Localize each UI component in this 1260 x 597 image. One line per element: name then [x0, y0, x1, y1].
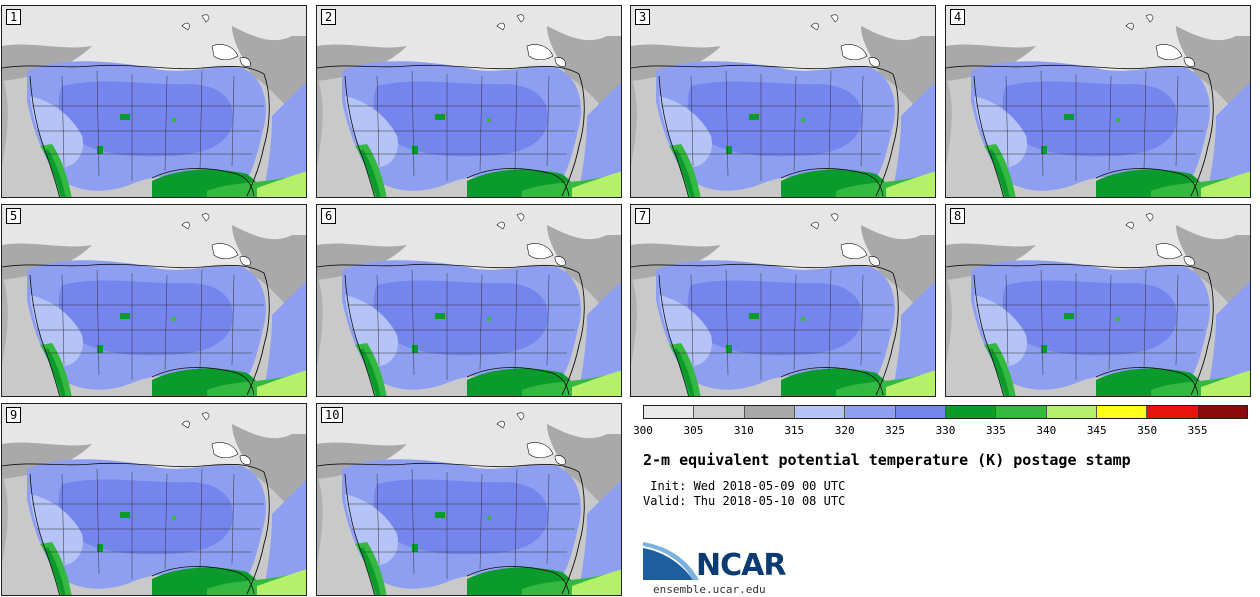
colorbar-segment	[845, 406, 896, 418]
colorbar-tick-label: 315	[784, 424, 805, 437]
stamp-member-4: 4	[945, 5, 1251, 198]
colorbar-tick-label: 345	[1086, 424, 1107, 437]
stamp-member-10: 10	[316, 403, 622, 596]
colorbar-tick-label: 320	[834, 424, 855, 437]
colorbar-tick-label: 340	[1036, 424, 1057, 437]
map-title: 2-m equivalent potential temperature (K)…	[643, 451, 1131, 469]
stamp-member-6: 6	[316, 204, 622, 397]
init-time: Init: Wed 2018-05-09 00 UTC	[643, 479, 846, 493]
colorbar-segment	[1197, 406, 1247, 418]
ncar-logo	[643, 540, 704, 581]
stamp-member-7: 7	[630, 204, 936, 397]
colorbar-tick-label: 300	[633, 424, 653, 437]
colorbar-segment	[794, 406, 846, 418]
colorbar-tick-label: 305	[683, 424, 704, 437]
member-label: 1	[6, 9, 22, 25]
colorbar-tick-label: 335	[985, 424, 1006, 437]
stamp-member-2: 2	[316, 5, 622, 198]
colorbar-segment	[1046, 406, 1097, 418]
colorbar-segment	[1096, 406, 1148, 418]
member-label: 2	[321, 9, 337, 25]
member-label: 3	[635, 9, 651, 25]
member-label: 10	[321, 407, 344, 423]
colorbar-tick-label: 325	[885, 424, 906, 437]
stamp-member-5: 5	[1, 204, 307, 397]
member-label: 7	[635, 208, 651, 224]
stamp-member-1: 1	[1, 5, 307, 198]
stamp-member-3: 3	[630, 5, 936, 198]
colorbar-segment	[1147, 406, 1198, 418]
member-label: 6	[321, 208, 337, 224]
valid-time: Valid: Thu 2018-05-10 08 UTC	[643, 494, 846, 508]
colorbar-tick-label: 355	[1187, 424, 1208, 437]
colorbar-tick-label: 350	[1137, 424, 1158, 437]
member-label: 9	[6, 407, 22, 423]
colorbar-segment	[744, 406, 795, 418]
stamp-member-8: 8	[945, 204, 1251, 397]
site-url: ensemble.ucar.edu	[653, 583, 766, 596]
colorbar-tick-label: 330	[935, 424, 956, 437]
colorbar-segment	[945, 406, 997, 418]
member-label: 8	[950, 208, 966, 224]
member-label: 4	[950, 9, 966, 25]
stamp-member-9: 9	[1, 403, 307, 596]
colorbar-segment	[694, 406, 745, 418]
colorbar-segment	[644, 406, 695, 418]
colorbar	[643, 405, 1248, 419]
colorbar-segment	[895, 406, 946, 418]
colorbar-segment	[996, 406, 1047, 418]
member-label: 5	[6, 208, 22, 224]
logo-text: NCAR	[696, 548, 786, 583]
colorbar-tick-label: 310	[733, 424, 754, 437]
